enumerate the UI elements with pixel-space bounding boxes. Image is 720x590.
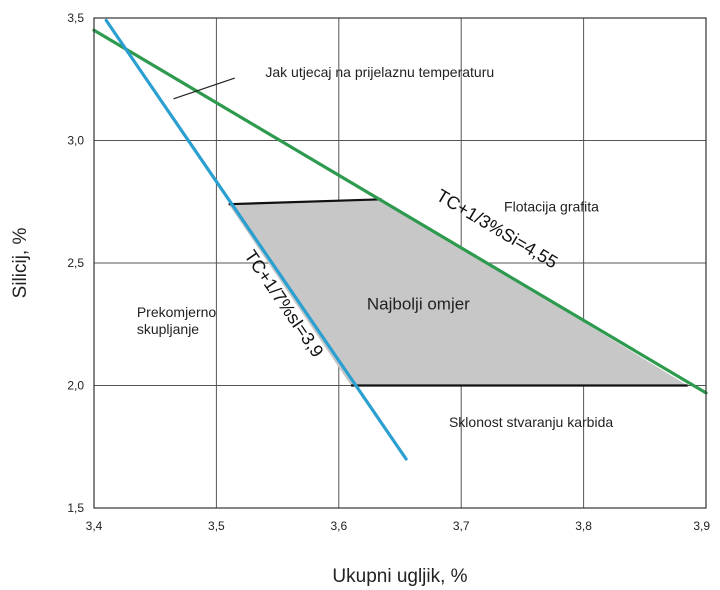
- y-tick-label: 2,5: [67, 256, 84, 270]
- annotation-text: skupljanje: [137, 321, 199, 337]
- annotation-text: Sklonost stvaranju karbida: [449, 414, 613, 430]
- best-ratio-region-edges: [228, 198, 688, 387]
- x-tick-label: 3,7: [453, 519, 470, 533]
- y-axis-label: Silicij, %: [10, 228, 31, 299]
- annotation-pointer: [173, 77, 235, 100]
- annotation-text: Prekomjerno: [137, 304, 217, 320]
- y-tick-label: 2,0: [67, 379, 84, 393]
- annotation-text: Jak utjecaj na prijelaznu temperaturu: [265, 64, 494, 80]
- y-tick-label: 3,0: [67, 134, 84, 148]
- x-tick-label: 3,4: [86, 519, 103, 533]
- region-label: Najbolji omjer: [367, 295, 470, 314]
- series-line-2: [104, 18, 408, 461]
- annotation-text: Flotacija grafita: [504, 199, 599, 215]
- y-tick-labels: 1,5 2,0 2,5 3,0 3,5: [67, 11, 84, 515]
- x-tick-label: 3,5: [208, 519, 225, 533]
- plot-frame: [93, 17, 707, 509]
- y-tick-label: 3,5: [67, 11, 84, 25]
- x-tick-label: 3,9: [693, 519, 710, 533]
- x-tick-label: 3,6: [330, 519, 347, 533]
- x-axis-label: Ukupni ugljik, %: [332, 566, 467, 587]
- annotations: Jak utjecaj na prijelaznu temperaturu Flo…: [137, 64, 614, 430]
- x-tick-labels: 3,4 3,5 3,6 3,7 3,8 3,9: [86, 519, 711, 533]
- y-tick-label: 1,5: [67, 501, 84, 515]
- x-tick-label: 3,8: [575, 519, 592, 533]
- best-ratio-region: [228, 199, 688, 386]
- region-top-edge: [228, 198, 382, 206]
